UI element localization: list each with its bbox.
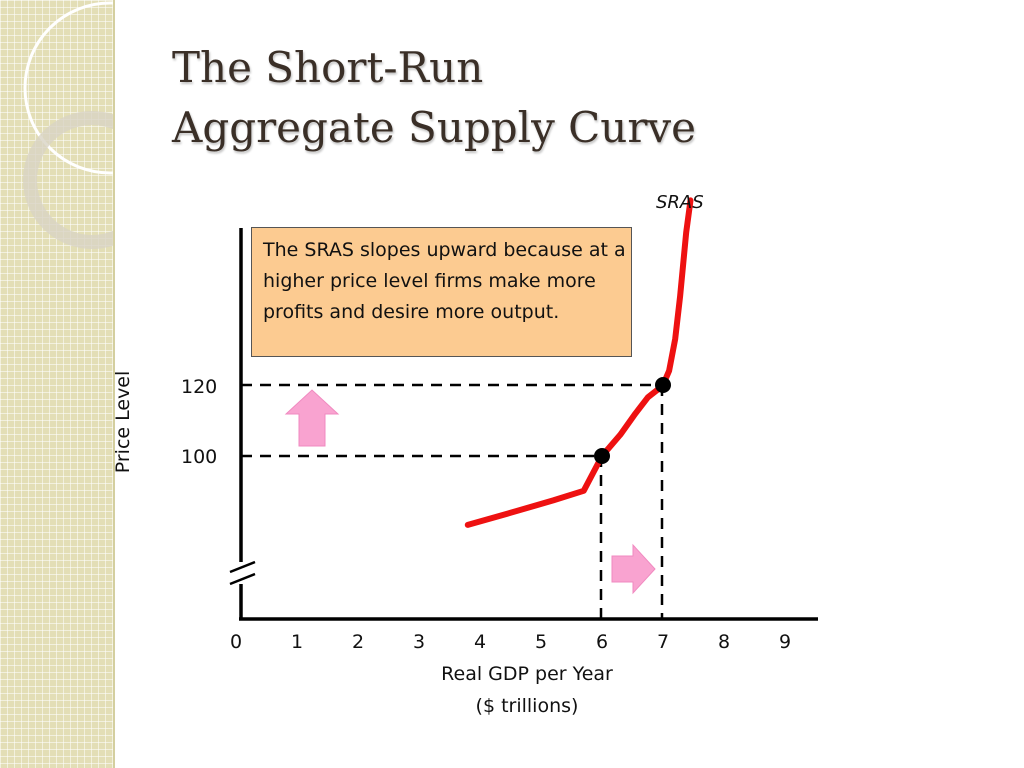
explanation-note: The SRAS slopes upward because at a high… — [251, 227, 632, 357]
x-tick-label-5: 5 — [535, 631, 547, 653]
slide-title: The Short-Run Aggregate Supply Curve — [172, 38, 696, 158]
slide-title-line-1: The Short-Run — [172, 43, 484, 92]
sras-curve — [464, 197, 694, 528]
y-tick-label-100: 100 — [181, 446, 217, 468]
x-axis-title-line-2: ($ trillions) — [476, 695, 579, 717]
x-tick-label-3: 3 — [413, 631, 425, 653]
x-tick-labels: 0 1 2 3 4 5 6 7 8 9 — [230, 631, 791, 653]
axis-break-icon — [229, 560, 256, 586]
x-tick-label-9: 9 — [779, 631, 791, 653]
right-arrow-icon — [611, 543, 656, 595]
x-tick-label-7: 7 — [657, 631, 669, 653]
x-tick-label-4: 4 — [474, 631, 486, 653]
decorative-side-strip — [0, 0, 197, 768]
x-tick-label-1: 1 — [291, 631, 303, 653]
x-axis-title-line-1: Real GDP per Year — [441, 663, 613, 685]
equilibrium-point-7-120 — [655, 377, 671, 393]
y-tick-label-120: 120 — [181, 376, 217, 398]
up-arrow-icon — [284, 389, 340, 447]
sras-series-label: SRAS — [656, 192, 704, 213]
x-tick-label-8: 8 — [718, 631, 730, 653]
equilibrium-point-6-100 — [594, 448, 610, 464]
x-tick-label-6: 6 — [596, 631, 608, 653]
x-tick-label-2: 2 — [352, 631, 364, 653]
x-tick-label-0: 0 — [230, 631, 242, 653]
y-axis-title: Price Level — [112, 371, 134, 474]
slide-title-line-2: Aggregate Supply Curve — [172, 103, 696, 152]
